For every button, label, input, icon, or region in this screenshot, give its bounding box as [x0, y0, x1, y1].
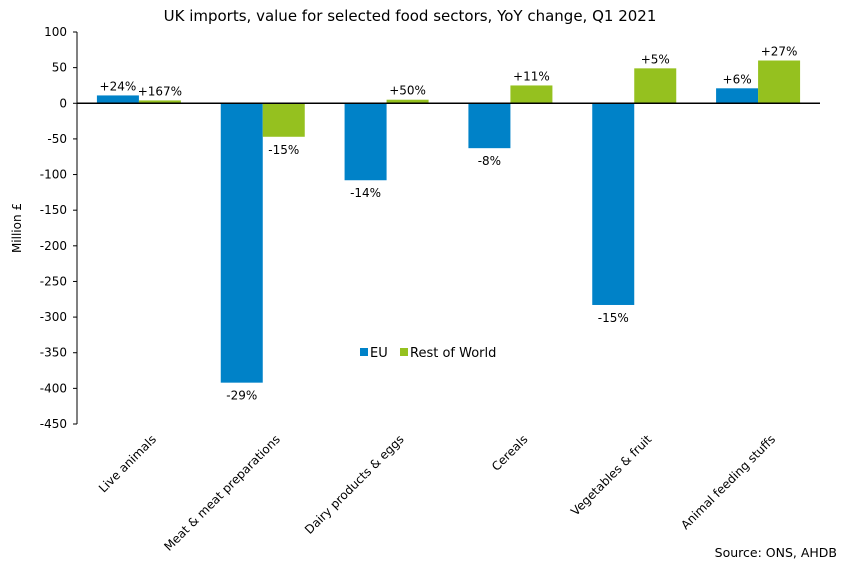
y-tick-label: -300	[40, 310, 67, 324]
bar-eu	[716, 88, 759, 104]
bar-rest-of-world	[758, 60, 801, 104]
data-label: -15%	[598, 311, 629, 325]
category-label: Live animals	[96, 432, 159, 495]
bar-rest-of-world	[262, 103, 305, 137]
x-axis: Live animals Meat & meat preparations Dair…	[96, 432, 778, 554]
category-label: Dairy products & eggs	[302, 432, 407, 537]
bar-eu	[344, 103, 387, 181]
bar-eu	[96, 95, 139, 104]
chart-title: UK imports, value for selected food sect…	[164, 7, 657, 25]
data-label: -15%	[268, 143, 299, 157]
y-tick-label: 0	[59, 96, 67, 110]
y-tick-label: -100	[40, 168, 67, 182]
data-label: -29%	[226, 389, 257, 403]
y-tick-label: -450	[40, 417, 67, 431]
y-tick-label: -50	[47, 132, 67, 146]
legend-label: Rest of World	[410, 346, 496, 361]
y-tick-label: -400	[40, 381, 67, 395]
bar-eu	[592, 103, 635, 305]
bars	[77, 60, 820, 383]
data-label: +6%	[723, 72, 752, 86]
data-label: +50%	[389, 84, 426, 98]
source-note: Source: ONS, AHDB	[715, 545, 837, 560]
category-label: Meat & meat preparations	[161, 432, 283, 554]
y-tick-label: 50	[52, 61, 67, 75]
y-axis: 100 50 0 -50 -100 -150 -200 -250 -300 -350 -400 -45…	[40, 25, 78, 431]
y-tick-label: 100	[44, 25, 67, 39]
bar-rest-of-world	[510, 85, 553, 104]
data-label: -14%	[350, 186, 381, 200]
y-tick-label: -350	[40, 346, 67, 360]
data-label: +27%	[761, 45, 798, 59]
y-tick-label: -150	[40, 203, 67, 217]
category-label: Vegetables & fruit	[568, 432, 655, 519]
category-label: Cereals	[489, 432, 531, 474]
data-label: +5%	[641, 52, 670, 66]
data-label: -8%	[478, 154, 501, 168]
bar-rest-of-world	[138, 100, 181, 104]
legend-swatch-rest-of-world	[400, 348, 408, 356]
y-tick-label: -200	[40, 239, 67, 253]
bar-rest-of-world	[634, 68, 677, 104]
bar-eu	[220, 103, 263, 383]
data-label: +24%	[100, 79, 137, 93]
y-axis-label: Million £	[10, 203, 24, 253]
data-label: +167%	[138, 84, 182, 98]
legend-label: EU	[370, 346, 388, 361]
bar-rest-of-world	[386, 99, 429, 104]
data-labels: +24% -29% -14% -8% -15% +6% +167% -15% +50% +11% +…	[100, 45, 798, 403]
legend: EU Rest of World	[360, 346, 496, 361]
y-tick-label: -250	[40, 274, 67, 288]
bar-eu	[468, 103, 511, 149]
data-label: +11%	[513, 69, 550, 83]
legend-swatch-eu	[360, 348, 368, 356]
category-label: Animal feeding stuffs	[678, 432, 778, 532]
